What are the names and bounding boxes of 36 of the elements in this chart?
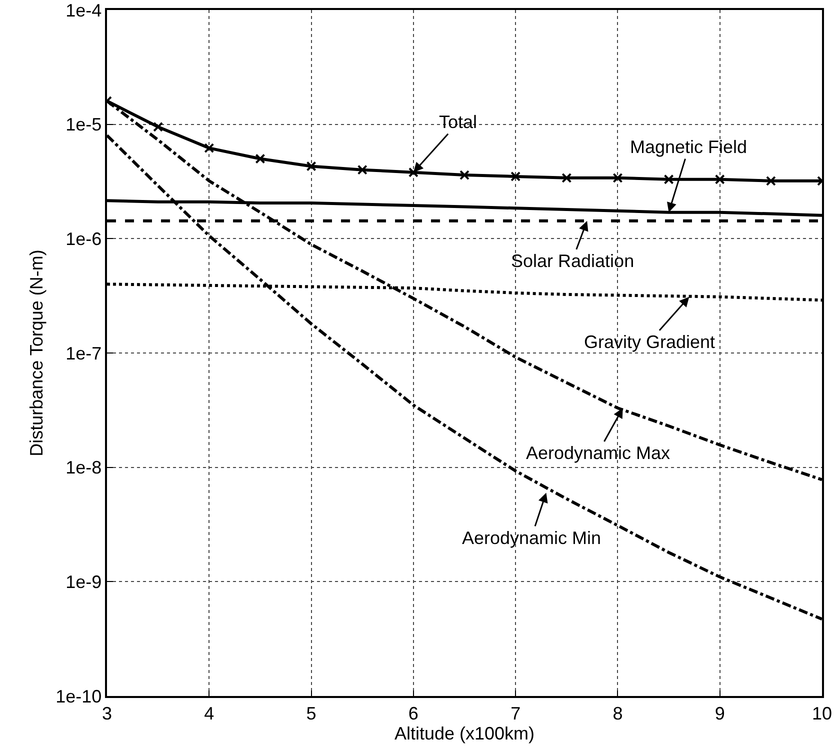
x-tick-label: 10 [812, 703, 832, 724]
y-tick-label: 1e-7 [66, 343, 102, 364]
point [612, 172, 623, 183]
y-axis-title: Disturbance Torque (N-m) [26, 250, 46, 456]
x-tick-label: 5 [306, 703, 316, 724]
point [204, 143, 214, 154]
x-tick-label: 9 [714, 703, 725, 724]
x-tick-label: 7 [510, 703, 521, 724]
x-tick-label: 6 [408, 703, 418, 724]
point [153, 122, 164, 132]
annotation: Gravity Gradient [584, 332, 716, 352]
y-tick-label: 1e-9 [66, 572, 102, 592]
x-tick-label: 8 [612, 703, 623, 724]
y-tick-label: 1e-4 [66, 0, 102, 20]
point [664, 174, 674, 184]
x-tick-label: 4 [204, 703, 214, 724]
annotation: Solar Radiation [511, 251, 634, 271]
y-tick-label: 1e-5 [66, 114, 102, 135]
point [714, 174, 725, 184]
point [306, 161, 316, 172]
y-tick-label: 1e-8 [66, 458, 102, 478]
point [357, 164, 368, 175]
annotation: Aerodynamic Min [462, 528, 602, 548]
y-tick-label: 1e-6 [66, 228, 102, 249]
y-tick-label: 1e-10 [56, 686, 102, 706]
point [408, 167, 418, 178]
x-tick-label: 3 [102, 703, 112, 724]
point [766, 176, 776, 186]
x-axis-title: Altitude (x100km) [394, 723, 535, 744]
point [460, 170, 470, 180]
point [255, 154, 266, 164]
annotation: Magnetic Field [630, 137, 748, 157]
annotation: Total [439, 112, 478, 132]
point [510, 171, 521, 182]
point [562, 172, 572, 183]
annotation: Aerodynamic Max [526, 443, 670, 463]
